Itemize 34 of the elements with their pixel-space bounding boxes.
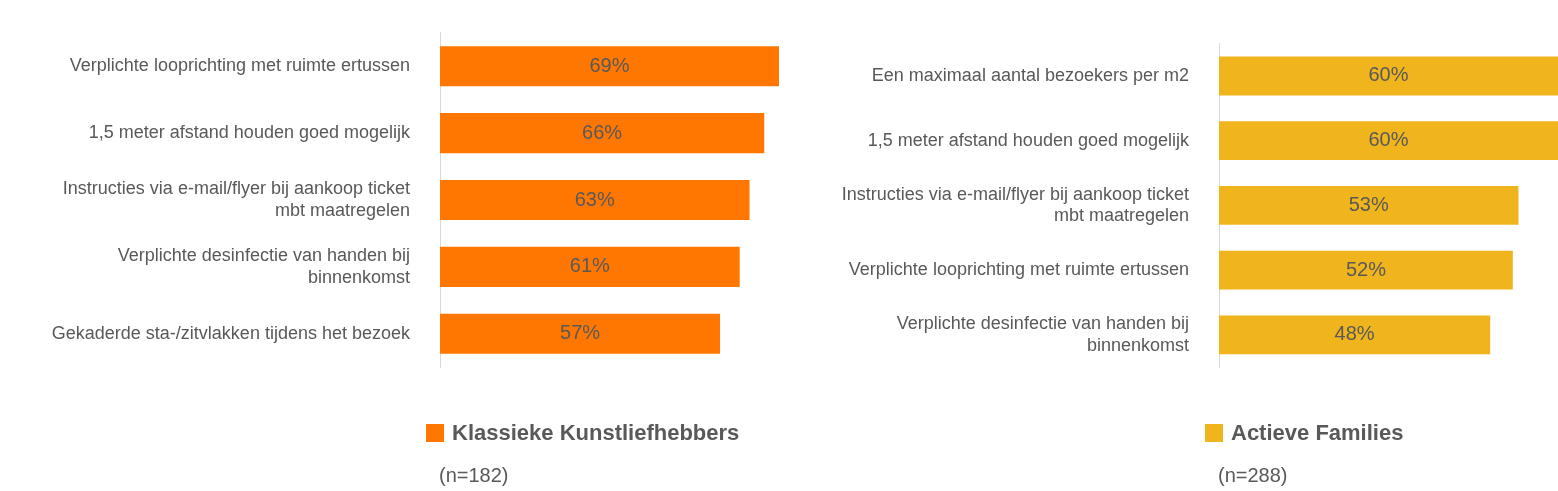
y-tick-label: 1,5 meter afstand houden goed mogelijk bbox=[867, 129, 1190, 150]
bar bbox=[440, 46, 779, 87]
data-label: 48% bbox=[1334, 322, 1375, 345]
bar bbox=[1219, 121, 1558, 161]
y-tick-label: 1,5 meter afstand houden goed mogelijk bbox=[88, 122, 411, 143]
data-label: 57% bbox=[560, 321, 601, 344]
legend-label: Actieve Families bbox=[1231, 420, 1404, 446]
data-label: 61% bbox=[569, 254, 611, 277]
data-label: 52% bbox=[1345, 257, 1387, 280]
y-tick-label: Verplichte desinfectie van handen bij binnenkomst bbox=[117, 245, 410, 287]
bar bbox=[1219, 185, 1519, 225]
bar bbox=[440, 313, 721, 354]
data-label: 69% bbox=[589, 53, 630, 76]
data-label: 63% bbox=[574, 187, 615, 210]
data-label: 60% bbox=[1368, 128, 1409, 151]
bar bbox=[1219, 56, 1558, 96]
y-tick-label: Verplichte desinfectie van handen bij binnenkomst bbox=[896, 313, 1189, 355]
y-tick-label: Verplichte looprichting met ruimte ertussen bbox=[69, 55, 410, 76]
legend-label: Klassieke Kunstliefhebbers bbox=[452, 420, 740, 446]
data-label: 60% bbox=[1368, 63, 1409, 86]
bar bbox=[1219, 315, 1491, 355]
text: (n=182) bbox=[439, 464, 509, 487]
bar bbox=[440, 179, 750, 221]
bar bbox=[1219, 250, 1513, 290]
y-tick-label: Een maximaal aantal bezoekers per m2 bbox=[871, 64, 1189, 85]
y-tick-label: Gekaderde sta-/zitvlakken tijdens het bezoek bbox=[51, 322, 411, 343]
bar bbox=[440, 113, 765, 154]
text: (n=288) bbox=[1218, 464, 1288, 487]
y-tick-label: Instructies via e-mail/flyer bij aankoop ticket mbt maatregelen bbox=[62, 178, 410, 220]
y-tick-label: Verplichte looprichting met ruimte ertussen bbox=[848, 259, 1189, 280]
y-tick-label: Instructies via e-mail/flyer bij aankoop ticket mbt maatregelen bbox=[841, 183, 1189, 226]
data-label: 66% bbox=[582, 120, 623, 143]
data-label: 53% bbox=[1348, 192, 1389, 215]
bar bbox=[440, 246, 740, 287]
